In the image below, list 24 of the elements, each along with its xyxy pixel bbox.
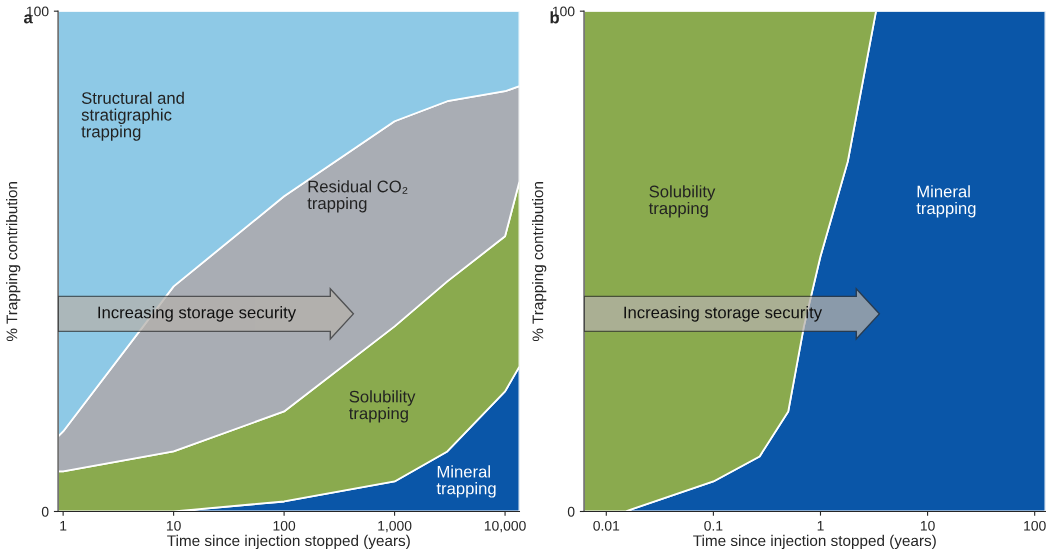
x-tick-label: 1 [817,521,824,531]
series-label: Solubility trapping [349,390,416,423]
series-label: Structural and stratigraphic trapping [81,91,184,141]
series-label: Mineral trapping [436,465,496,498]
series-label: Mineral trapping [916,185,976,218]
x-tick-label: 100 [1024,520,1046,531]
y-tick-label: 0 [41,506,49,517]
y-tick-label: 0 [567,506,575,517]
annotation: Increasing storage security [624,306,823,322]
x-tick-label: 0.1 [704,520,723,531]
y-axis-title: % Trapping contribution [6,182,21,342]
series-label: Residual CO₂ trapping [307,180,408,213]
x-tick-label: 10 [166,520,181,531]
x-tick-label: 0.01 [593,520,620,531]
y-axis-title: % Trapping contribution [532,182,547,342]
x-axis-title: Time since injection stopped (years) [167,534,410,550]
series-label: Solubility trapping [648,185,716,218]
x-tick-label: 1 [60,521,67,531]
x-axis-title: Time since injection stopped (years) [693,534,936,550]
x-tick-label: 10 [920,520,935,531]
x-tick-label: 100 [273,520,296,531]
x-tick-label: 10,000 [484,520,526,533]
x-tick-label: 1,000 [378,520,412,533]
annotation: Increasing storage security [98,306,297,322]
